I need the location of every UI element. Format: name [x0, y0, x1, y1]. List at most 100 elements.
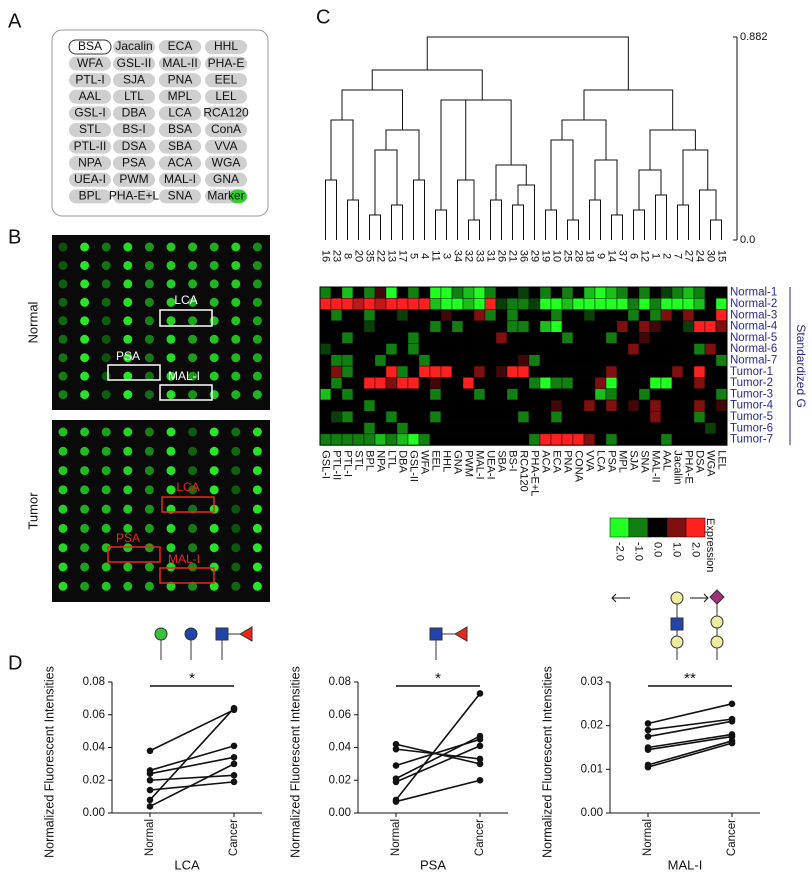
heatmap-cell: [561, 399, 574, 412]
heatmap-cell: [429, 320, 442, 333]
spot-label: PWM: [119, 172, 148, 186]
heatmap-cell: [539, 320, 552, 333]
heatmap-cell: [484, 354, 497, 367]
heatmap-cell: [649, 286, 662, 299]
heatmap-cell: [649, 377, 662, 389]
array-spot: [58, 334, 68, 344]
heatmap-cell: [484, 298, 497, 310]
heatmap-cell: [638, 377, 651, 389]
heatmap-cell: [429, 399, 442, 412]
heatmap-cell: [330, 399, 343, 412]
dendrogram-branch: [710, 219, 722, 240]
y-tick-label: 0.08: [83, 676, 105, 688]
array-spot: [123, 297, 133, 307]
heatmap-cell: [451, 354, 464, 367]
heatmap-cell: [451, 388, 464, 401]
heatmap-cell: [594, 298, 607, 310]
y-tick-label: 0.08: [329, 676, 351, 688]
dendrogram-branch: [371, 69, 483, 100]
array-spot: [188, 543, 198, 553]
array-spot: [80, 353, 90, 363]
leaf-label: 17: [397, 250, 409, 262]
heatmap-border: [319, 286, 728, 446]
spot-background: [159, 56, 201, 71]
spot-label: BPL: [79, 189, 102, 203]
dendrogram-branch: [567, 219, 579, 240]
spot-label: GSL-I: [74, 106, 105, 120]
array-spot: [58, 504, 68, 514]
leaf-label: 20: [353, 250, 365, 262]
side-label: Standardized G: [794, 324, 808, 407]
heatmap-cell: [363, 286, 376, 299]
spot-label: WGA: [212, 155, 241, 169]
heatmap-cell: [363, 377, 376, 389]
array-spot: [144, 485, 154, 495]
array-spot: [58, 371, 68, 381]
array-spot: [144, 279, 154, 289]
heatmap-cell: [495, 309, 508, 322]
heatmap-cell: [682, 388, 695, 401]
heatmap-cell: [550, 377, 563, 389]
heatmap-cell: [561, 298, 574, 310]
heatmap-cell: [330, 320, 343, 333]
glycan-glcnac: [429, 627, 443, 641]
array-spot: [123, 334, 133, 344]
heatmap-cell: [341, 399, 354, 412]
heatmap-cell: [484, 388, 497, 401]
pair-line: [647, 735, 733, 751]
heatmap-cell: [594, 343, 607, 356]
heatmap-cell: [385, 377, 398, 389]
data-point: [392, 778, 400, 786]
array-spot: [80, 466, 90, 476]
array-spot: [58, 562, 68, 572]
heatmap-cell: [671, 388, 684, 401]
heatmap-cell: [605, 365, 618, 378]
array-spot: [80, 390, 90, 400]
array-spot: [58, 390, 68, 400]
heatmap-cell: [407, 433, 420, 446]
heatmap-cell: [506, 332, 519, 344]
heatmap-cell: [660, 433, 673, 446]
array-title: Tumor: [25, 492, 40, 530]
spot-label: PHA-E: [208, 56, 245, 70]
array-spot: [101, 353, 111, 363]
heatmap-cell: [352, 399, 365, 412]
array-spot: [252, 581, 262, 591]
array-spot: [188, 260, 198, 270]
array-spot: [123, 390, 133, 400]
heatmap-cell: [638, 332, 651, 344]
heatmap-cell: [671, 320, 684, 333]
heatmap-cell: [385, 433, 398, 446]
heatmap-cell: [473, 332, 486, 344]
data-point: [146, 770, 154, 777]
heatmap-cell: [561, 422, 574, 435]
heatmap-cell: [715, 433, 728, 446]
glycan-icons: [154, 589, 725, 660]
spot-label: MPL: [168, 89, 193, 103]
heatmap-cell: [484, 377, 497, 389]
heatmap-cell: [682, 343, 695, 356]
array-spot: [231, 581, 241, 591]
array-spot: [209, 353, 219, 363]
leaf-label: 13: [386, 250, 398, 262]
heatmap-cell: [671, 433, 684, 446]
array-spot: [252, 279, 262, 289]
heatmap-cell: [583, 433, 596, 446]
heatmap-cell: [418, 388, 431, 401]
heatmap-cell: [616, 309, 629, 322]
heatmap-cell: [517, 365, 530, 378]
column-label: GSL-I: [320, 450, 332, 479]
spot-label: LEL: [215, 89, 237, 103]
array-spot: [231, 504, 241, 514]
heatmap-cell: [418, 422, 431, 435]
heatmap-cell: [440, 365, 453, 378]
heatmap-cell: [473, 354, 486, 367]
dendrogram-branch: [655, 194, 667, 240]
glycan-galactose: [670, 635, 684, 649]
highlight-box: [159, 567, 215, 584]
heatmap-cell: [693, 377, 706, 389]
heatmap-cell: [352, 411, 365, 423]
heatmap-cell: [495, 320, 508, 333]
heatmap-cell: [363, 399, 376, 412]
array-spot: [80, 334, 90, 344]
